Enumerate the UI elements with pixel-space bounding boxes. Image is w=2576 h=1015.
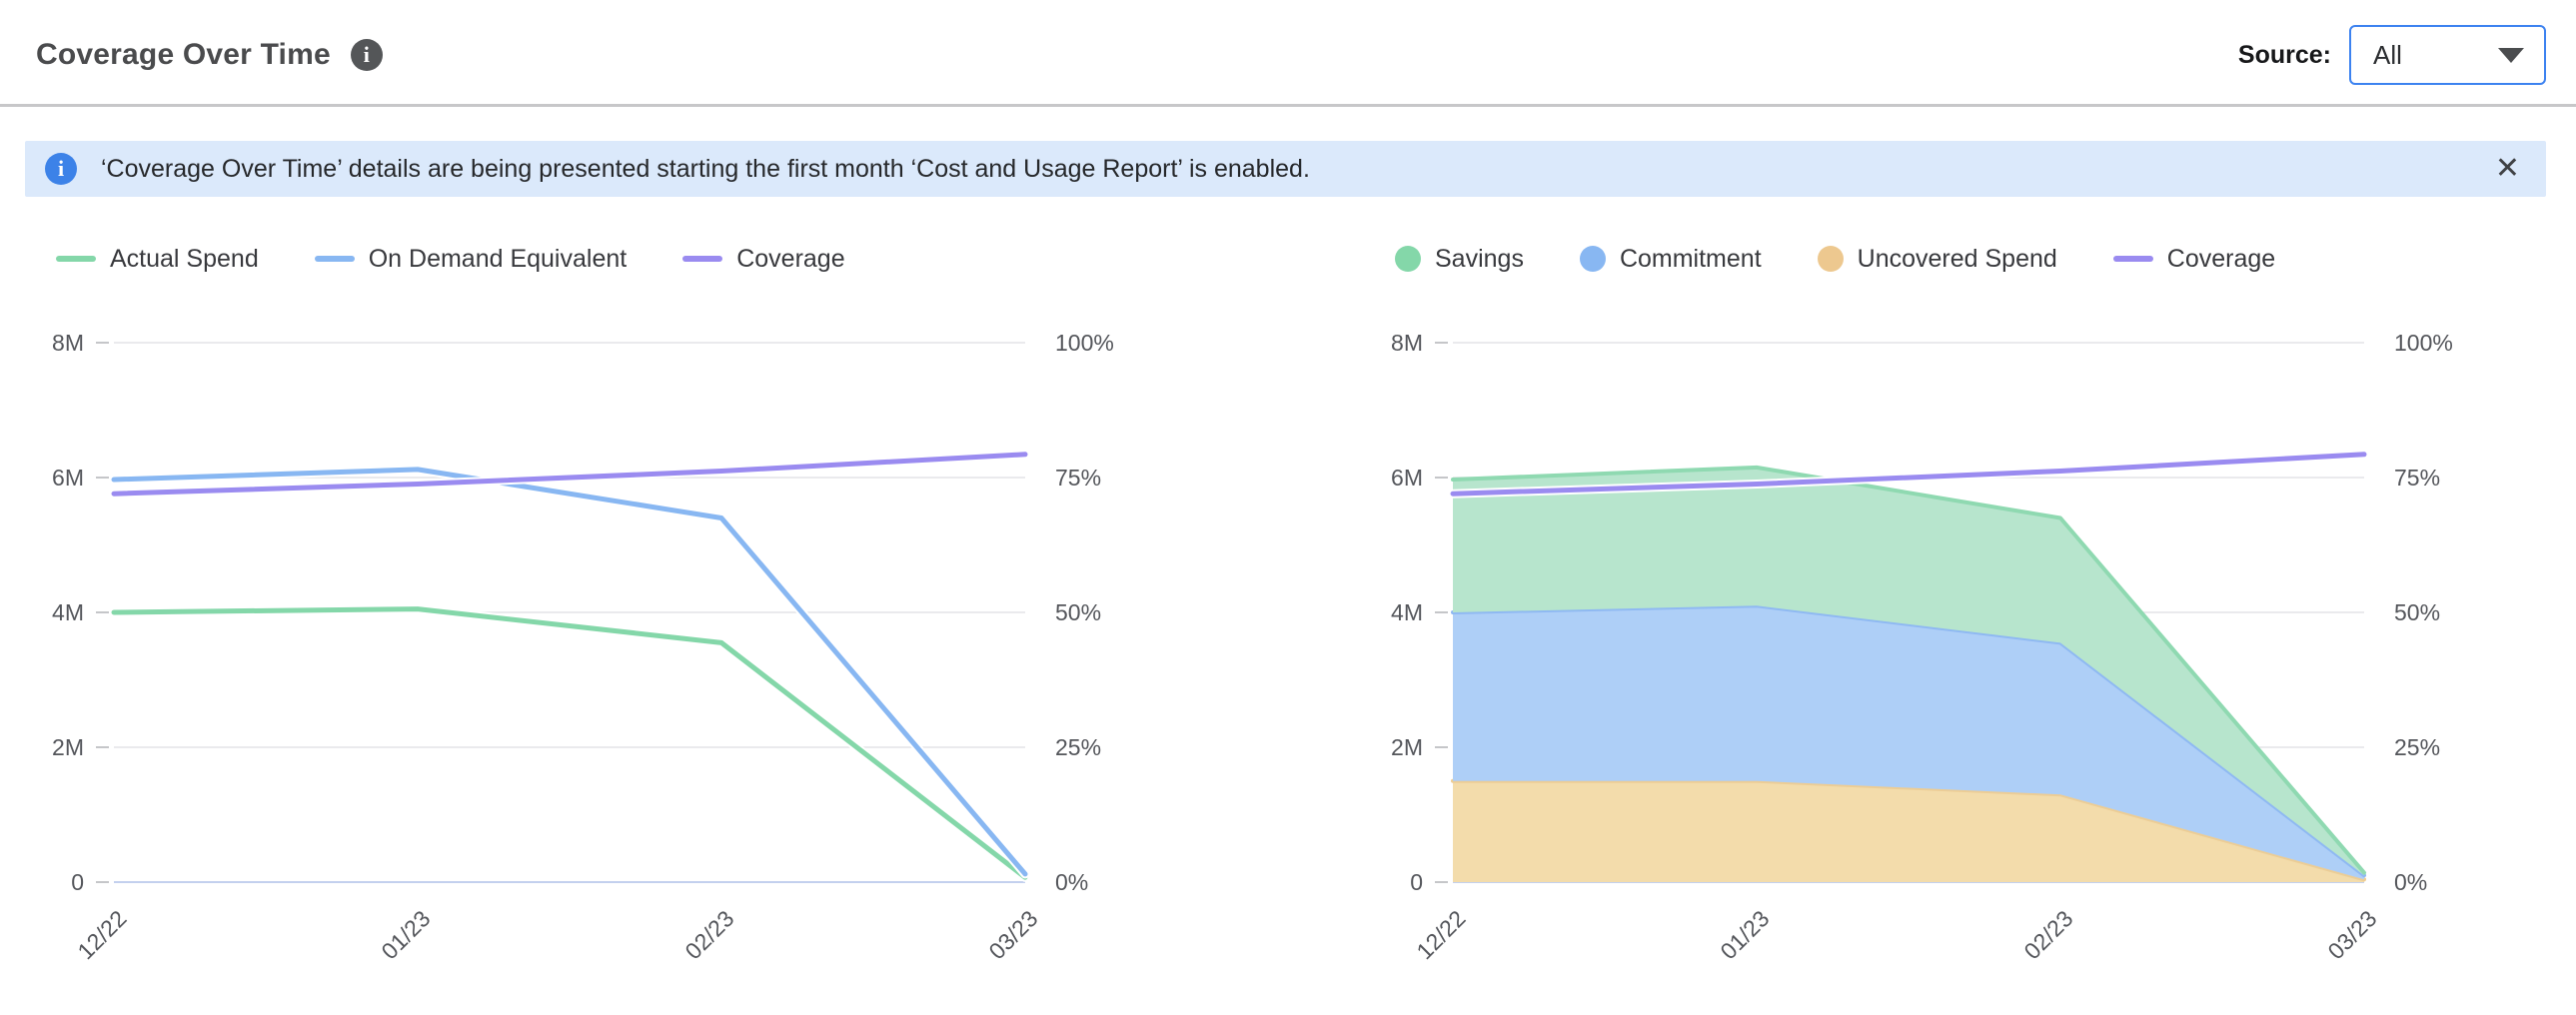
legend-label: Actual Spend	[110, 244, 259, 273]
close-icon[interactable]: ✕	[2494, 152, 2520, 185]
series-halo-actual-spend	[109, 604, 1030, 882]
y2-axis-label: 50%	[1055, 599, 1101, 625]
y-axis-label: 0	[71, 869, 84, 895]
coverage-line-chart[interactable]: 0 2M 4M 6M 8M 0% 25% 50% 75% 100% 12/22 01/23 02/23 0…	[40, 285, 1249, 990]
coverage-line-chart-panel: Actual Spend On Demand Equivalent Coverage…	[40, 241, 1249, 995]
x-axis-label: 01/23	[1715, 905, 1774, 964]
page-title: Coverage Over Time	[36, 38, 331, 71]
series-area-commitment[interactable]	[1453, 605, 2364, 880]
series-halo-on-demand-equivalent	[109, 465, 1030, 879]
y2-axis-label: 0%	[1055, 869, 1088, 895]
uncovered-spend-swatch-icon	[1817, 246, 1844, 272]
legend-item-coverage[interactable]: Coverage	[682, 244, 845, 274]
x-axis-label: 03/23	[983, 905, 1042, 964]
y-axis-label: 0	[1410, 869, 1423, 895]
y2-axis-label: 50%	[2394, 599, 2440, 625]
legend-label: Coverage	[736, 244, 845, 273]
coverage-area-chart[interactable]: 0 2M 4M 6M 8M 0% 25% 50% 75% 100% 12/22 01/23 02/23 0…	[1379, 285, 2576, 990]
legend-item-coverage[interactable]: Coverage	[2112, 244, 2276, 274]
header-divider	[0, 104, 2576, 107]
series-area-uncovered-spend[interactable]	[1453, 780, 2364, 882]
source-label: Source:	[2237, 40, 2331, 69]
x-axis-label: 02/23	[679, 905, 738, 964]
y2-axis-label: 100%	[2394, 330, 2453, 356]
x-axis-label: 02/23	[2018, 905, 2077, 964]
y2-axis-label: 100%	[1055, 330, 1114, 356]
x-axis-label: 12/22	[1411, 905, 1470, 964]
title-wrap: Coverage Over Time i	[36, 38, 383, 72]
y2-axis-label: 0%	[2394, 869, 2427, 895]
banner-text: ‘Coverage Over Time’ details are being p…	[101, 154, 1310, 183]
info-icon: i	[45, 153, 77, 185]
series-line-actual-spend[interactable]	[111, 606, 1028, 880]
source-dropdown-value: All	[2373, 39, 2402, 70]
legend-item-uncovered-spend[interactable]: Uncovered Spend	[1817, 244, 2057, 274]
legend-label: Coverage	[2166, 244, 2276, 273]
header: Coverage Over Time i Source: All	[0, 0, 2576, 104]
y2-axis-label: 75%	[1055, 465, 1101, 491]
coverage-swatch-icon	[2112, 256, 2153, 262]
source-wrap: Source: All	[2238, 25, 2546, 85]
coverage-area-chart-panel: Savings Commitment Uncovered Spend Coverage…	[1379, 241, 2576, 995]
y-axis-label: 2M	[1391, 734, 1423, 760]
y-axis-label: 6M	[52, 465, 84, 491]
y-axis-label: 8M	[1391, 330, 1423, 356]
legend-item-actual-spend[interactable]: Actual Spend	[56, 245, 259, 274]
x-axis-label: 12/22	[72, 905, 131, 964]
series-edge-savings	[1451, 465, 2366, 875]
x-axis-label: 01/23	[376, 905, 435, 964]
info-banner: i ‘Coverage Over Time’ details are being…	[25, 141, 2546, 197]
source-dropdown[interactable]: All	[2349, 25, 2546, 85]
y2-axis-label: 25%	[2394, 734, 2440, 760]
y2-axis-label: 75%	[2394, 465, 2440, 491]
series-line-coverage[interactable]	[111, 452, 1028, 497]
charts-row: Actual Spend On Demand Equivalent Coverage…	[0, 197, 2576, 995]
legend-label: On Demand Equivalent	[368, 244, 628, 273]
coverage-line-chart-legend: Actual Spend On Demand Equivalent Coverage	[56, 241, 1249, 277]
legend-item-savings[interactable]: Savings	[1395, 245, 1524, 274]
y2-axis-label: 25%	[1055, 734, 1101, 760]
y-axis-label: 2M	[52, 734, 84, 760]
commitment-swatch-icon	[1579, 246, 1606, 272]
info-icon[interactable]: i	[350, 39, 383, 71]
legend-label: Commitment	[1619, 244, 1762, 273]
y-axis-label: 4M	[1391, 599, 1423, 625]
y-axis-label: 8M	[52, 330, 84, 356]
legend-label: Uncovered Spend	[1857, 244, 2057, 273]
coverage-swatch-icon	[682, 256, 723, 262]
series-line-coverage[interactable]	[1450, 452, 2367, 497]
y-axis-label: 6M	[1391, 465, 1423, 491]
y-axis-label: 4M	[52, 599, 84, 625]
coverage-area-chart-legend: Savings Commitment Uncovered Spend Coverage	[1395, 241, 2576, 277]
legend-label: Savings	[1435, 244, 1524, 273]
savings-swatch-icon	[1395, 246, 1421, 272]
legend-item-on-demand-equivalent[interactable]: On Demand Equivalent	[314, 244, 628, 274]
chevron-down-icon	[2498, 47, 2524, 63]
series-area-savings[interactable]	[1453, 467, 2364, 876]
series-line-on-demand-equivalent[interactable]	[111, 467, 1028, 877]
legend-item-commitment[interactable]: Commitment	[1579, 244, 1762, 274]
actual-spend-swatch-icon	[56, 256, 96, 262]
on-demand-equivalent-swatch-icon	[314, 256, 355, 262]
x-axis-label: 03/23	[2322, 905, 2381, 964]
